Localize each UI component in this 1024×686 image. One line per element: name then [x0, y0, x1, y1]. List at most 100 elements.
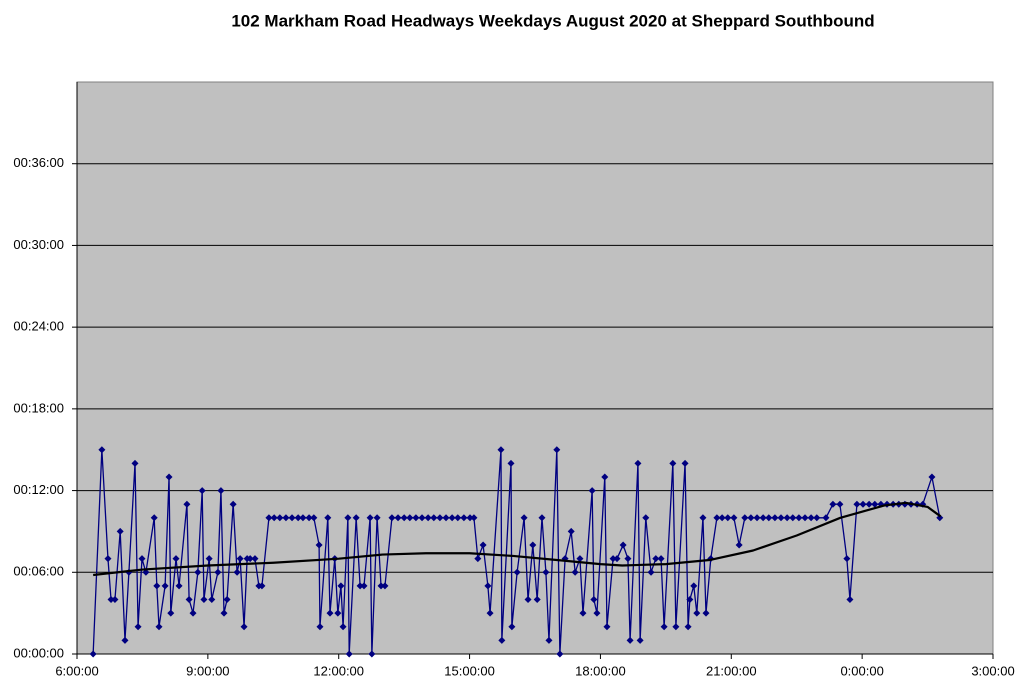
data-point: [200, 596, 208, 604]
data-point: [339, 623, 347, 631]
data-point: [294, 514, 302, 522]
data-point: [474, 555, 482, 563]
data-point: [324, 514, 332, 522]
y-tick-label: 00:30:00: [13, 237, 64, 252]
data-point: [116, 527, 124, 535]
data-point: [741, 514, 749, 522]
data-point: [246, 555, 254, 563]
data-point: [524, 596, 532, 604]
data-point: [690, 582, 698, 590]
data-point: [466, 514, 474, 522]
data-point: [217, 487, 225, 495]
data-point: [270, 514, 278, 522]
data-point: [753, 514, 761, 522]
data-point: [634, 459, 642, 467]
data-point: [660, 623, 668, 631]
data-point: [567, 527, 575, 535]
data-point: [236, 555, 244, 563]
x-tick-label: 0:00:00: [840, 663, 883, 678]
data-point: [111, 596, 119, 604]
data-point: [657, 555, 665, 563]
data-point: [624, 555, 632, 563]
x-tick-label: 21:00:00: [706, 663, 757, 678]
data-point: [588, 487, 596, 495]
data-point: [161, 582, 169, 590]
data-point: [626, 636, 634, 644]
x-tick-label: 9:00:00: [186, 663, 229, 678]
data-point: [198, 487, 206, 495]
x-tick-label: 3:00:00: [971, 663, 1014, 678]
data-point: [590, 596, 598, 604]
data-point: [377, 582, 385, 590]
data-point: [765, 514, 773, 522]
data-point: [843, 555, 851, 563]
data-point: [316, 623, 324, 631]
data-point: [699, 514, 707, 522]
data-point: [686, 596, 694, 604]
data-point: [936, 514, 944, 522]
y-tick-label: 00:00:00: [13, 645, 64, 660]
x-tick-label: 12:00:00: [313, 663, 364, 678]
data-point: [208, 596, 216, 604]
data-point: [813, 514, 821, 522]
data-point: [613, 555, 621, 563]
data-point: [282, 514, 290, 522]
data-point: [556, 650, 564, 658]
data-point: [448, 514, 456, 522]
data-point: [865, 500, 873, 508]
data-point: [194, 568, 202, 576]
data-point: [822, 514, 830, 522]
data-point: [836, 500, 844, 508]
data-point: [545, 636, 553, 644]
data-point: [871, 500, 879, 508]
data-point: [735, 541, 743, 549]
x-tick-label: 15:00:00: [444, 663, 495, 678]
data-point: [684, 623, 692, 631]
data-point: [718, 514, 726, 522]
data-point: [497, 446, 505, 454]
data-point: [436, 514, 444, 522]
data-point: [155, 623, 163, 631]
data-point: [394, 514, 402, 522]
data-point: [593, 609, 601, 617]
data-point: [223, 596, 231, 604]
data-point: [89, 650, 97, 658]
data-point: [529, 541, 537, 549]
data-point: [579, 609, 587, 617]
data-point: [265, 514, 273, 522]
data-point: [388, 514, 396, 522]
data-point: [777, 514, 785, 522]
data-point: [153, 582, 161, 590]
data-point: [771, 514, 779, 522]
data-point: [533, 596, 541, 604]
data-point: [305, 514, 313, 522]
data-point: [801, 514, 809, 522]
data-point: [288, 514, 296, 522]
data-point: [345, 650, 353, 658]
data-point: [807, 514, 815, 522]
y-tick-label: 00:36:00: [13, 155, 64, 170]
data-point: [175, 582, 183, 590]
data-point: [167, 609, 175, 617]
data-point: [724, 514, 732, 522]
data-point: [165, 473, 173, 481]
data-point: [747, 514, 755, 522]
data-point: [352, 514, 360, 522]
data-point: [334, 609, 342, 617]
data-point: [337, 582, 345, 590]
data-point: [185, 596, 193, 604]
data-point: [619, 541, 627, 549]
data-point: [603, 623, 611, 631]
data-point: [498, 636, 506, 644]
data-point: [702, 609, 710, 617]
data-point: [104, 555, 112, 563]
data-point: [310, 514, 318, 522]
data-point: [484, 582, 492, 590]
data-point: [360, 582, 368, 590]
trend-line: [93, 501, 942, 577]
data-point: [636, 636, 644, 644]
data-point: [344, 514, 352, 522]
data-point: [846, 596, 854, 604]
